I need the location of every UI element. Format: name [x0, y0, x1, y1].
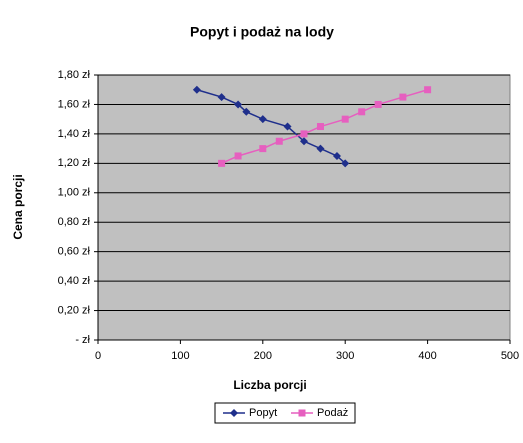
- marker: [258, 115, 267, 124]
- y-tick-label: 0,40 zł: [58, 275, 91, 287]
- x-axis-label: Liczba porcji: [233, 378, 306, 392]
- legend-box: [214, 402, 356, 424]
- marker: [234, 100, 243, 109]
- marker: [230, 409, 238, 417]
- x-tick-label: 400: [418, 350, 436, 362]
- marker: [283, 122, 292, 131]
- x-tick-label: 0: [95, 350, 101, 362]
- marker: [217, 93, 226, 102]
- marker: [341, 115, 349, 123]
- marker: [300, 137, 308, 146]
- marker: [275, 137, 283, 145]
- y-tick-label: 1,60 zł: [58, 98, 91, 110]
- marker: [332, 151, 341, 160]
- series-line: [196, 89, 346, 164]
- marker: [259, 145, 267, 153]
- y-tick-label: 0,20 zł: [58, 304, 91, 316]
- marker: [242, 107, 251, 116]
- chart-title: Popyt i podaż na lody: [190, 24, 334, 40]
- x-tick-label: 300: [336, 350, 354, 362]
- legend-label: Podaż: [317, 407, 348, 419]
- marker: [316, 144, 325, 153]
- marker: [358, 108, 366, 116]
- plot-area: [97, 74, 511, 341]
- marker: [234, 152, 242, 160]
- marker: [374, 100, 382, 108]
- marker: [192, 85, 201, 94]
- y-tick-label: 1,40 zł: [58, 128, 91, 140]
- marker: [399, 93, 407, 101]
- marker: [298, 409, 306, 417]
- x-tick-label: 100: [171, 350, 189, 362]
- x-tick-label: 200: [254, 350, 272, 362]
- marker: [341, 159, 350, 168]
- y-tick-label: 0,60 zł: [58, 246, 91, 258]
- legend-label: Popyt: [249, 407, 277, 419]
- marker: [424, 86, 432, 94]
- y-tick-label: 1,80 zł: [58, 69, 91, 81]
- y-axis-label: Cena porcji: [11, 174, 25, 239]
- marker: [316, 123, 324, 131]
- y-tick-label: - zł: [75, 334, 90, 346]
- y-tick-label: 1,20 zł: [58, 157, 91, 169]
- x-tick-label: 500: [501, 350, 519, 362]
- y-tick-label: 1,00 zł: [58, 187, 91, 199]
- y-tick-label: 0,80 zł: [58, 216, 91, 228]
- marker: [300, 130, 308, 138]
- marker: [218, 159, 226, 167]
